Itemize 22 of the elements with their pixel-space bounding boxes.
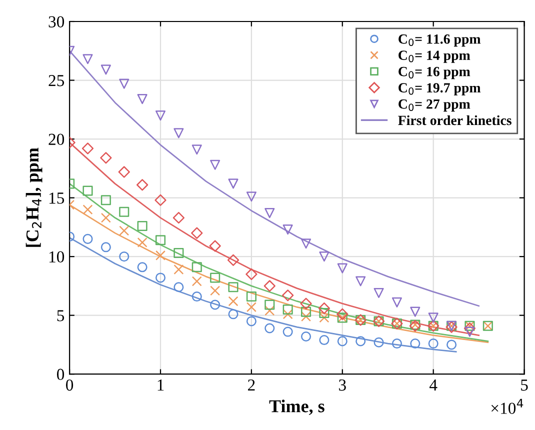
x-axis-title: Time, s	[269, 400, 324, 415]
legend-label: C$_{0}$= 16 ppm	[398, 66, 470, 80]
y-tick-label: 10	[49, 251, 64, 263]
y-tick-label: 0	[56, 368, 64, 380]
text: ×10$^{4}$	[491, 398, 524, 414]
y-tick-label: 30	[48, 16, 64, 28]
legend-label: C$_{0}$= 27 ppm	[398, 99, 470, 112]
x-tick-label: 4	[430, 380, 438, 391]
x-tick-label: 2	[248, 379, 255, 391]
x-tick-label: 1	[158, 380, 164, 391]
y-tick-label: 15	[49, 192, 64, 204]
x-tick-label: 3	[339, 379, 346, 391]
legend-label: C$_{0}$= 19.7 ppm	[398, 83, 481, 96]
y-tick-label: 25	[48, 75, 64, 86]
y-tick-label: 20	[48, 134, 64, 145]
x-tick-label: 5	[521, 380, 528, 391]
y-tick-label: 5	[57, 310, 64, 322]
y-axis-title: [C$_{2}$H$_{4}$], ppm	[26, 148, 42, 247]
legend-label: First order kinetics	[398, 115, 512, 126]
legend-label: C$_{0}$= 14 ppm	[398, 50, 470, 63]
x-tick-label: 0	[66, 379, 74, 391]
legend-label: C$_{0}$= 11.6 ppm	[398, 34, 481, 47]
